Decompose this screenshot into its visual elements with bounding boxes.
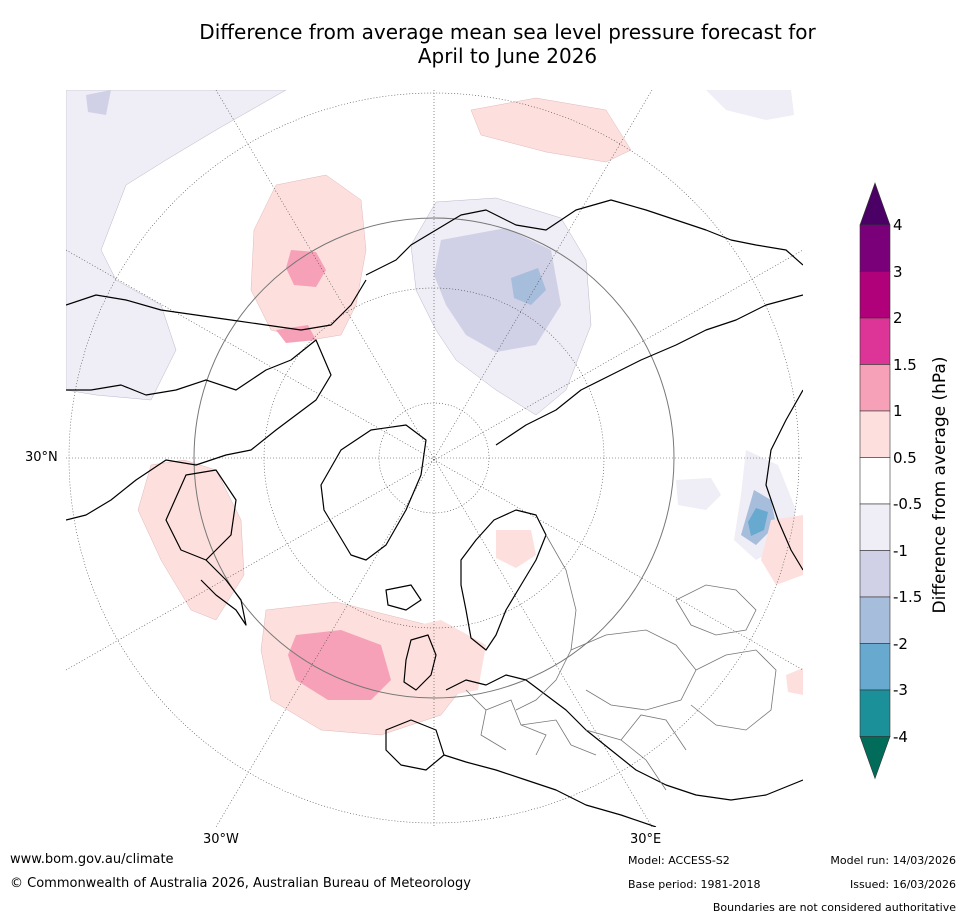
footer-base-period: Base period: 1981-2018	[628, 878, 761, 891]
coastline-east-asia	[765, 389, 803, 571]
colorbar-bin	[859, 364, 891, 412]
colorbar-tick-label: -2	[893, 634, 908, 653]
anomaly-region-east-asia-pos	[761, 515, 803, 585]
coastline-alaska	[66, 279, 367, 331]
colorbar-tick-label: 2	[893, 309, 903, 327]
colorbar-tick-label: -1	[893, 541, 908, 560]
border-china	[690, 649, 777, 731]
colorbar-tick-label: -3	[893, 681, 908, 699]
colorbar-bin	[859, 550, 891, 598]
colorbar-tick-label: 1.5	[893, 355, 917, 374]
colorbar-bin	[859, 503, 891, 551]
anomaly-region-atlantic-pos-core	[288, 630, 391, 700]
footer-model: Model: ACCESS-S2	[628, 854, 730, 867]
anomaly-region-pacific-neg-dark	[86, 90, 111, 115]
colorbar	[859, 182, 891, 780]
coastline-labrador	[200, 559, 247, 626]
footer-disclaimer: Boundaries are not considered authoritat…	[712, 901, 956, 914]
footer-issued: Issued: 16/03/2026	[849, 878, 956, 891]
anomaly-region-bering-pos-core	[286, 250, 326, 287]
country-borders	[465, 534, 777, 791]
colorbar-axis-label-text: Difference from average (hPa)	[930, 356, 950, 614]
colorbar-bins	[859, 182, 891, 780]
colorbar-tick-label: 1	[893, 402, 903, 420]
polar-map	[66, 90, 803, 827]
coastline-canada-arctic	[66, 339, 332, 521]
border-mongolia	[675, 584, 757, 636]
colorbar-bin	[859, 410, 891, 458]
colorbar-bin	[859, 596, 891, 644]
anomaly-region-pacific-east-pos	[786, 668, 803, 695]
anomaly-region-barents-pos	[496, 530, 536, 568]
coastline-iceland	[385, 584, 422, 611]
title-line-1: Difference from average mean sea level p…	[199, 20, 816, 44]
latitude-label-30n: 30°N	[25, 450, 58, 465]
anomaly-region-central-asia-neg	[676, 478, 721, 510]
coastline-greenland	[320, 424, 427, 561]
graticule	[66, 90, 803, 827]
colorbar-bin-extend-low	[859, 736, 891, 780]
border-europe-grid	[465, 689, 597, 756]
coastline-british-isles	[403, 634, 437, 691]
colorbar-bin	[859, 643, 891, 691]
colorbar-tick-label: 0.5	[893, 448, 917, 467]
colorbar-bin	[859, 271, 891, 319]
graticule-meridian-60w	[66, 249, 803, 671]
coastline-russia-north	[495, 294, 803, 446]
anomaly-region-asia-neg-core	[748, 508, 768, 536]
anomaly-region-europe-pos	[396, 620, 486, 698]
coastline-siberia	[365, 199, 803, 276]
anomaly-region-canada-pos	[137, 459, 245, 621]
footer-copyright: © Commonwealth of Australia 2026, Austra…	[10, 876, 471, 891]
colorbar-bin-extend-high	[859, 182, 891, 226]
footer-website[interactable]: www.bom.gov.au/climate	[10, 852, 174, 867]
anomaly-region-arctic-pos	[470, 97, 632, 163]
anomaly-region-siberia-neg-core	[511, 268, 546, 305]
anomaly-region-northeast-neg	[706, 90, 794, 120]
coastline-iberia	[385, 719, 445, 771]
anomaly-region-siberia-neg-mid	[434, 228, 561, 352]
colorbar-bin	[859, 457, 891, 505]
colorbar-tick-label: -4	[893, 727, 908, 746]
colorbar-tick-label: -1.5	[893, 588, 923, 606]
coastline-scandinavia	[460, 509, 547, 651]
colorbar-tick-label: 4	[893, 216, 903, 234]
footer-model-run: Model run: 14/03/2026	[830, 854, 956, 867]
coastline-mediterranean	[443, 754, 657, 827]
colorbar-bin	[859, 317, 891, 365]
coastline-hudson-bay	[165, 469, 237, 561]
graticule-circle-solid	[193, 217, 675, 699]
graticule-meridian-60e	[66, 249, 803, 671]
title-line-2: April to June 2026	[417, 44, 598, 68]
colorbar-tick-label: 3	[893, 262, 903, 281]
chart-title: Difference from average mean sea level p…	[110, 20, 905, 68]
colorbar-tick-label: -0.5	[893, 495, 923, 513]
border-middle-east	[585, 714, 687, 791]
anomaly-region-pacific-neg	[66, 90, 287, 401]
longitude-label-30e: 30°E	[630, 832, 662, 847]
longitude-label-30w: 30°W	[203, 832, 239, 847]
colorbar-bin	[859, 689, 891, 737]
colorbar-bin	[859, 224, 891, 272]
